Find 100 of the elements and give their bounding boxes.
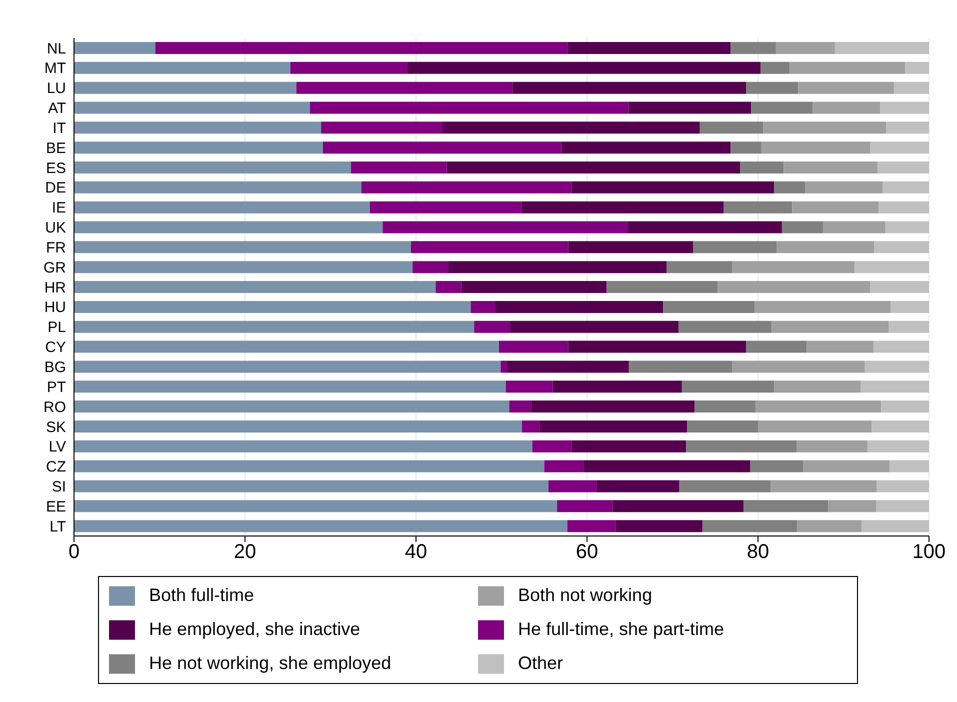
y-tick-label: ES	[46, 160, 66, 177]
bar	[407, 62, 761, 74]
bar	[730, 42, 776, 54]
bar	[561, 142, 731, 154]
bar	[74, 102, 310, 114]
bar	[700, 122, 764, 134]
bar	[718, 281, 870, 294]
bar	[894, 82, 929, 94]
bar	[885, 221, 929, 234]
bar	[74, 82, 296, 94]
y-tick-label: LU	[46, 80, 66, 98]
bar	[693, 241, 777, 254]
y-tick-label: BG	[44, 359, 66, 376]
bar	[74, 122, 322, 134]
bar	[755, 400, 882, 413]
bar	[74, 142, 323, 154]
bar	[746, 82, 798, 94]
bar	[512, 82, 746, 94]
bar	[628, 360, 732, 373]
bar	[572, 181, 774, 194]
bar	[74, 480, 549, 492]
y-tick-label: NL	[46, 40, 66, 58]
bar	[557, 500, 613, 512]
y-tick-label: SK	[46, 418, 66, 436]
x-tick-label: 0	[68, 541, 80, 564]
bar	[509, 400, 532, 413]
bar	[663, 300, 755, 313]
bar	[772, 320, 889, 333]
bar	[531, 400, 695, 413]
bar	[758, 420, 872, 432]
bar	[510, 320, 678, 333]
bar	[792, 201, 879, 214]
bar	[834, 42, 929, 54]
bar	[436, 281, 462, 294]
bar	[682, 380, 774, 393]
bar	[446, 162, 740, 174]
bar	[760, 62, 790, 74]
y-tick-label: GR	[44, 259, 66, 276]
bar	[770, 480, 877, 492]
bar	[74, 62, 290, 74]
x-tick-label: 80	[746, 541, 770, 564]
bar	[296, 82, 513, 94]
bar	[774, 380, 861, 393]
bar	[321, 122, 443, 134]
bar	[506, 380, 553, 393]
y-tick-label: IT	[52, 120, 66, 137]
bar	[876, 500, 929, 512]
bar	[74, 241, 411, 254]
bar	[784, 162, 878, 174]
bar	[782, 221, 823, 234]
bar	[870, 142, 929, 154]
bar	[74, 520, 568, 532]
x-tick-label: 100	[912, 541, 946, 564]
bar	[806, 340, 874, 353]
bar	[532, 440, 572, 452]
y-tick-label: UK	[45, 220, 66, 237]
bar	[74, 380, 506, 393]
bar	[874, 241, 929, 254]
bar	[878, 201, 929, 214]
y-tick-label: AT	[48, 100, 66, 118]
bar	[584, 460, 750, 472]
bar	[790, 62, 906, 74]
bar	[74, 221, 383, 234]
bar	[876, 480, 929, 492]
bar	[74, 181, 362, 194]
bar	[686, 440, 796, 452]
x-tick-label: 40	[404, 541, 428, 564]
bar	[74, 261, 413, 274]
bar	[442, 122, 700, 134]
bar	[732, 261, 855, 274]
y-tick-label: BE	[46, 140, 66, 157]
bar	[888, 320, 929, 333]
bar	[679, 480, 771, 492]
y-tick-label: FR	[46, 239, 66, 256]
bar	[410, 241, 568, 254]
bar	[724, 201, 792, 214]
bar	[496, 300, 664, 313]
bar	[754, 300, 891, 313]
bar	[796, 440, 868, 452]
legend-label: Other	[518, 652, 564, 673]
bar	[74, 281, 436, 294]
bar	[864, 360, 929, 373]
bar	[666, 261, 732, 274]
x-tick-label: 20	[234, 541, 256, 564]
bar	[500, 360, 508, 373]
bar	[544, 460, 584, 472]
bar	[448, 261, 667, 274]
bar	[290, 62, 408, 74]
bar	[776, 42, 835, 54]
y-tick-label: PL	[48, 319, 66, 336]
y-tick-label: IE	[52, 200, 66, 217]
bar	[763, 122, 886, 134]
y-tick-label: DE	[45, 180, 66, 197]
bar	[882, 181, 929, 194]
bar	[798, 82, 894, 94]
bar	[612, 500, 744, 512]
y-tick-label: LV	[48, 438, 66, 456]
legend-label: He not working, she employed	[149, 652, 392, 673]
bar	[568, 241, 694, 254]
y-tick-label: MT	[44, 60, 66, 78]
